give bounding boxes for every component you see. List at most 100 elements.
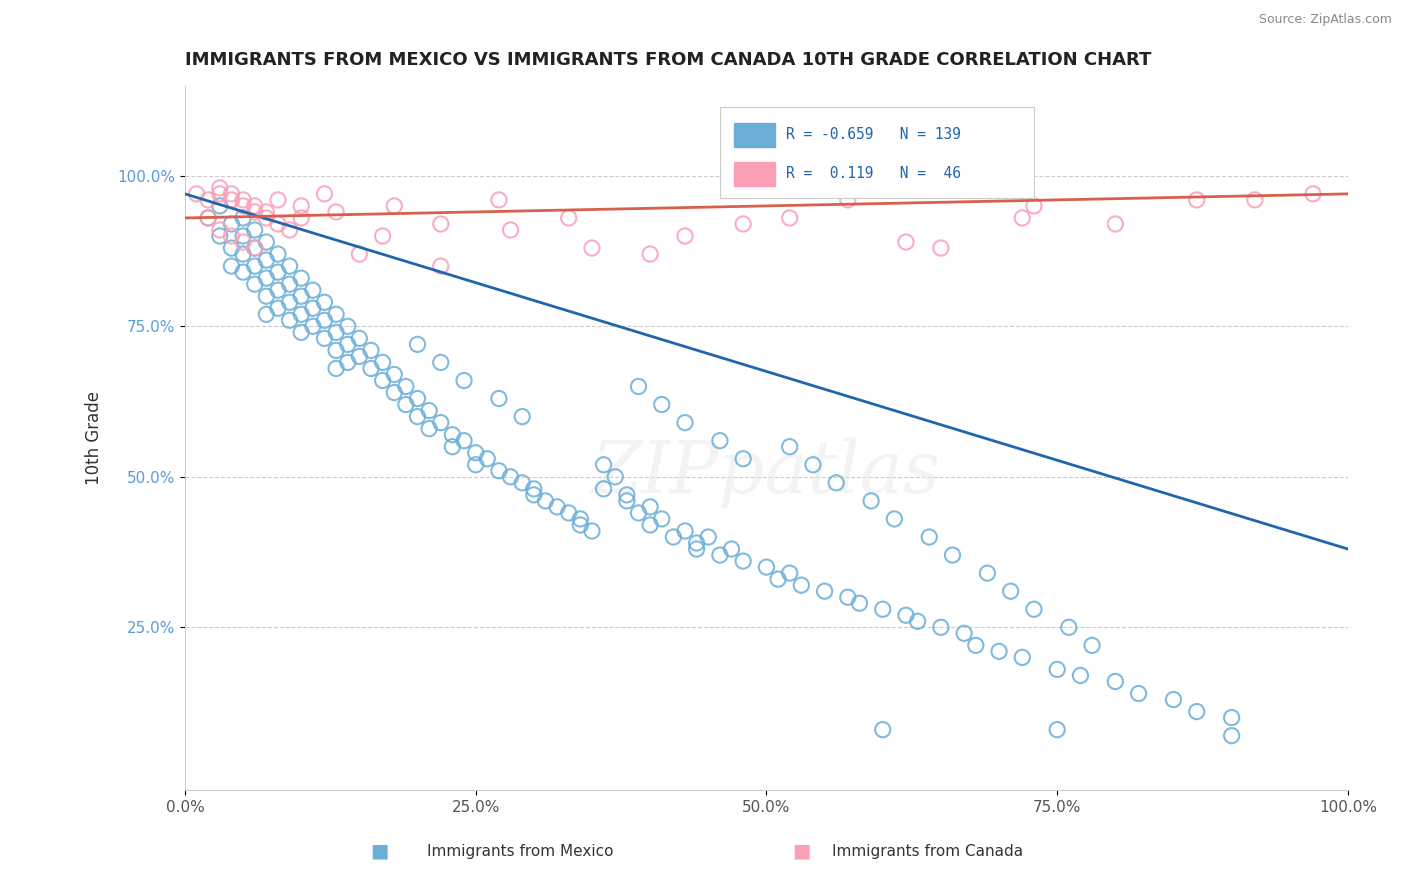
Point <box>1104 674 1126 689</box>
Point <box>733 217 755 231</box>
Point <box>325 307 347 321</box>
Point <box>197 211 219 225</box>
Point <box>429 416 451 430</box>
Point <box>510 475 533 490</box>
Point <box>523 482 546 496</box>
Point <box>278 277 301 292</box>
Point <box>1057 620 1080 634</box>
Text: Source: ZipAtlas.com: Source: ZipAtlas.com <box>1258 13 1392 27</box>
Point <box>382 385 405 400</box>
Point <box>360 343 382 358</box>
Point <box>488 464 510 478</box>
Point <box>883 512 905 526</box>
Point <box>592 482 614 496</box>
Point <box>755 560 778 574</box>
Point <box>395 379 418 393</box>
Point <box>278 223 301 237</box>
Point <box>872 602 894 616</box>
Point <box>382 199 405 213</box>
Point <box>290 271 312 285</box>
Point <box>894 608 917 623</box>
Text: ZIPpatlas: ZIPpatlas <box>592 438 941 508</box>
Point <box>988 644 1011 658</box>
Point <box>1244 193 1267 207</box>
Point <box>638 500 661 514</box>
Point <box>697 530 720 544</box>
Point <box>290 289 312 303</box>
Point <box>592 458 614 472</box>
Point <box>627 379 650 393</box>
Point <box>1185 705 1208 719</box>
Point <box>581 524 603 538</box>
Point <box>616 494 638 508</box>
Point <box>208 186 231 201</box>
Point <box>801 458 824 472</box>
Point <box>685 542 707 557</box>
Text: Immigrants from Canada: Immigrants from Canada <box>832 845 1024 859</box>
Point <box>232 235 254 249</box>
Point <box>406 392 429 406</box>
Point <box>1069 668 1091 682</box>
Point <box>406 337 429 351</box>
Point <box>290 326 312 340</box>
Point <box>534 494 557 508</box>
Text: Immigrants from Mexico: Immigrants from Mexico <box>427 845 613 859</box>
Point <box>662 530 685 544</box>
Point <box>371 374 394 388</box>
Point <box>779 440 801 454</box>
Point <box>557 211 579 225</box>
Point <box>929 620 952 634</box>
Point <box>1046 723 1069 737</box>
Point <box>569 518 592 533</box>
Point <box>243 241 266 255</box>
Point <box>278 259 301 273</box>
Point <box>278 313 301 327</box>
Point <box>779 211 801 225</box>
Point <box>733 451 755 466</box>
Point <box>1046 662 1069 676</box>
Point <box>254 271 277 285</box>
Point <box>254 307 277 321</box>
Point <box>673 229 696 244</box>
Point <box>336 319 359 334</box>
Point <box>918 530 941 544</box>
Point <box>499 223 522 237</box>
Point <box>302 319 325 334</box>
Point <box>557 506 579 520</box>
Point <box>638 518 661 533</box>
Point <box>232 193 254 207</box>
Point <box>709 434 731 448</box>
Y-axis label: 10th Grade: 10th Grade <box>86 391 103 484</box>
Point <box>267 265 290 279</box>
Point <box>929 241 952 255</box>
Point <box>325 361 347 376</box>
Point <box>232 211 254 225</box>
Point <box>488 392 510 406</box>
Point <box>894 235 917 249</box>
Point <box>569 512 592 526</box>
Point <box>221 193 243 207</box>
Point <box>941 548 963 562</box>
Point <box>627 506 650 520</box>
Point <box>221 241 243 255</box>
Point <box>453 434 475 448</box>
Point <box>232 229 254 244</box>
Point <box>243 277 266 292</box>
Point <box>790 578 813 592</box>
Point <box>208 181 231 195</box>
Point <box>813 584 835 599</box>
Point <box>546 500 568 514</box>
Point <box>314 313 336 327</box>
Point <box>371 355 394 369</box>
Point <box>1000 584 1022 599</box>
Point <box>325 326 347 340</box>
Point <box>441 427 464 442</box>
Point <box>429 217 451 231</box>
Text: R = -0.659   N = 139: R = -0.659 N = 139 <box>786 128 962 143</box>
Point <box>186 186 208 201</box>
FancyBboxPatch shape <box>720 107 1033 198</box>
Point <box>314 186 336 201</box>
Point <box>1011 650 1033 665</box>
Point <box>848 596 870 610</box>
Point <box>453 374 475 388</box>
